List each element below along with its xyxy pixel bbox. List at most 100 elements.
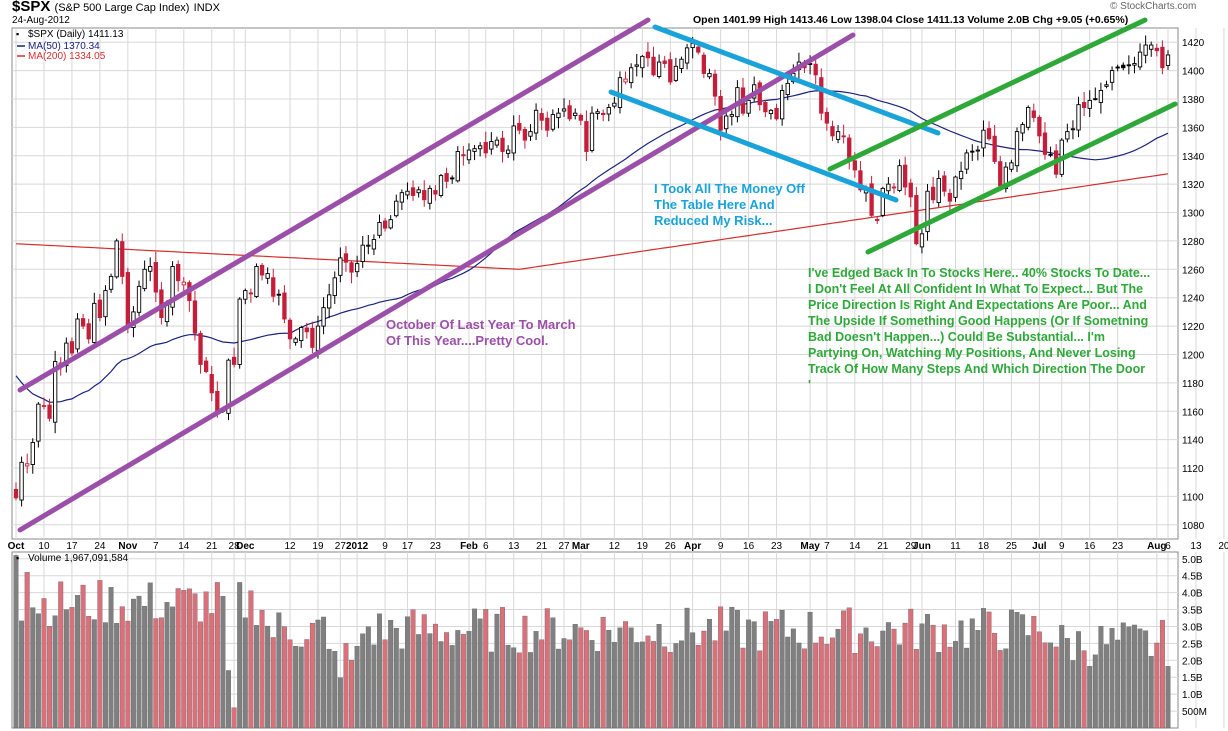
price-tick-label: 1360 — [1182, 123, 1205, 134]
candle-body — [550, 114, 556, 130]
price-tick-label: 1100 — [1182, 492, 1204, 503]
volume-bar — [774, 619, 779, 729]
candle-body — [243, 290, 248, 300]
volume-bar — [13, 555, 19, 729]
candle-body — [354, 263, 360, 273]
candle-body — [315, 325, 321, 352]
price-tick-label: 1400 — [1182, 67, 1205, 78]
candle-body — [724, 115, 729, 130]
candle-body — [584, 121, 589, 152]
volume-bar — [790, 628, 796, 729]
candle-body — [371, 239, 377, 250]
candle-body — [1109, 70, 1115, 83]
candle-body — [707, 72, 712, 78]
candle-body — [964, 152, 969, 170]
candle-body — [410, 187, 416, 196]
volume-bar — [399, 648, 405, 729]
volume-bar — [309, 622, 315, 729]
volume-bar — [460, 633, 466, 729]
volume-bar — [377, 613, 382, 729]
date-tick-label: 6 — [1165, 541, 1171, 552]
volume-bar — [97, 580, 103, 729]
candle-body — [958, 170, 964, 180]
candle-body — [1042, 132, 1048, 155]
ohlc-readout: Open 1401.99 High 1413.46 Low 1398.04 Cl… — [693, 14, 1129, 26]
price-tick-label: 1260 — [1182, 265, 1205, 276]
volume-bar — [863, 627, 869, 729]
date-tick-label: Apr — [684, 541, 701, 552]
volume-bar — [108, 587, 114, 729]
volume-bar — [192, 593, 198, 729]
volume-bar — [203, 591, 209, 729]
volume-bar — [427, 633, 433, 729]
volume-bar — [1064, 638, 1070, 729]
volume-tick-label: 500M — [1182, 707, 1207, 718]
volume-bar — [214, 582, 220, 729]
volume-bar — [930, 624, 936, 729]
candle-body — [970, 150, 975, 153]
price-tick-label: 1120 — [1182, 464, 1204, 475]
candle-body — [1132, 63, 1137, 66]
candle-body — [779, 90, 785, 120]
volume-bar — [1048, 642, 1054, 729]
candle-body — [908, 182, 913, 198]
candle-body — [914, 195, 919, 245]
volume-bar — [785, 636, 791, 729]
candle-body — [785, 82, 790, 96]
candle-body — [556, 112, 561, 119]
candle-body — [545, 117, 550, 131]
volume-bar — [209, 613, 215, 729]
candle-body — [332, 277, 337, 297]
candle-body — [651, 56, 656, 76]
candle-body — [835, 131, 841, 140]
volume-tick-label: 2.5B — [1182, 639, 1203, 650]
candle-body — [382, 220, 388, 229]
green-channel — [827, 17, 1178, 255]
candle-body — [589, 112, 595, 151]
candle-body — [1014, 131, 1020, 167]
volume-bar — [444, 632, 450, 729]
candle-body — [517, 123, 522, 131]
volume-bar — [835, 629, 841, 729]
volume-bar — [567, 639, 573, 729]
date-tick-label: 16 — [743, 541, 755, 552]
date-tick-label: 17 — [402, 541, 414, 552]
date-tick-label: 26 — [665, 541, 677, 552]
candle-body — [942, 175, 947, 192]
candle-body — [494, 139, 500, 146]
candle-body — [153, 262, 158, 293]
date-tick-label: 7 — [153, 541, 159, 552]
candle-body — [433, 190, 438, 195]
candle-body — [1115, 66, 1120, 69]
volume-bar — [679, 640, 684, 729]
volume-bar — [455, 630, 461, 729]
date-tick-label: Nov — [118, 541, 137, 552]
candle-body — [1020, 124, 1025, 134]
candle-body — [662, 60, 667, 64]
volume-bar — [86, 616, 92, 729]
volume-axis: 5.0B 4.5B 4.0B 3.5B 3.0B 2.5B 2.0B 1.5B 1.0B 500M — [1182, 555, 1207, 718]
candle-body — [75, 318, 80, 350]
volume-bar — [1008, 609, 1014, 729]
volume-bar — [41, 598, 47, 729]
date-tick-label: 2012 — [346, 541, 369, 552]
candle-body — [472, 148, 477, 152]
volume-bar — [449, 645, 455, 729]
candle-body — [936, 178, 941, 203]
candle-body — [1149, 44, 1154, 50]
volume-bar — [343, 643, 349, 729]
volume-bar — [891, 628, 897, 729]
green-annotation-line: Track Of How Many Steps And Which Direct… — [808, 362, 1146, 376]
blue-annotation-line: I Took All The Money Off — [654, 181, 805, 196]
volume-bar — [405, 616, 410, 729]
volume-bar — [1087, 666, 1093, 729]
volume-bar — [254, 625, 259, 729]
volume-bar — [494, 613, 500, 729]
price-tick-label: 1340 — [1182, 152, 1205, 163]
candle-body — [1137, 51, 1143, 68]
date-tick-label: Aug — [1147, 541, 1166, 552]
candle-body — [1154, 47, 1159, 52]
date-tick-label: 9 — [1059, 541, 1065, 552]
candle-body — [628, 67, 634, 84]
volume-bar — [114, 623, 120, 729]
